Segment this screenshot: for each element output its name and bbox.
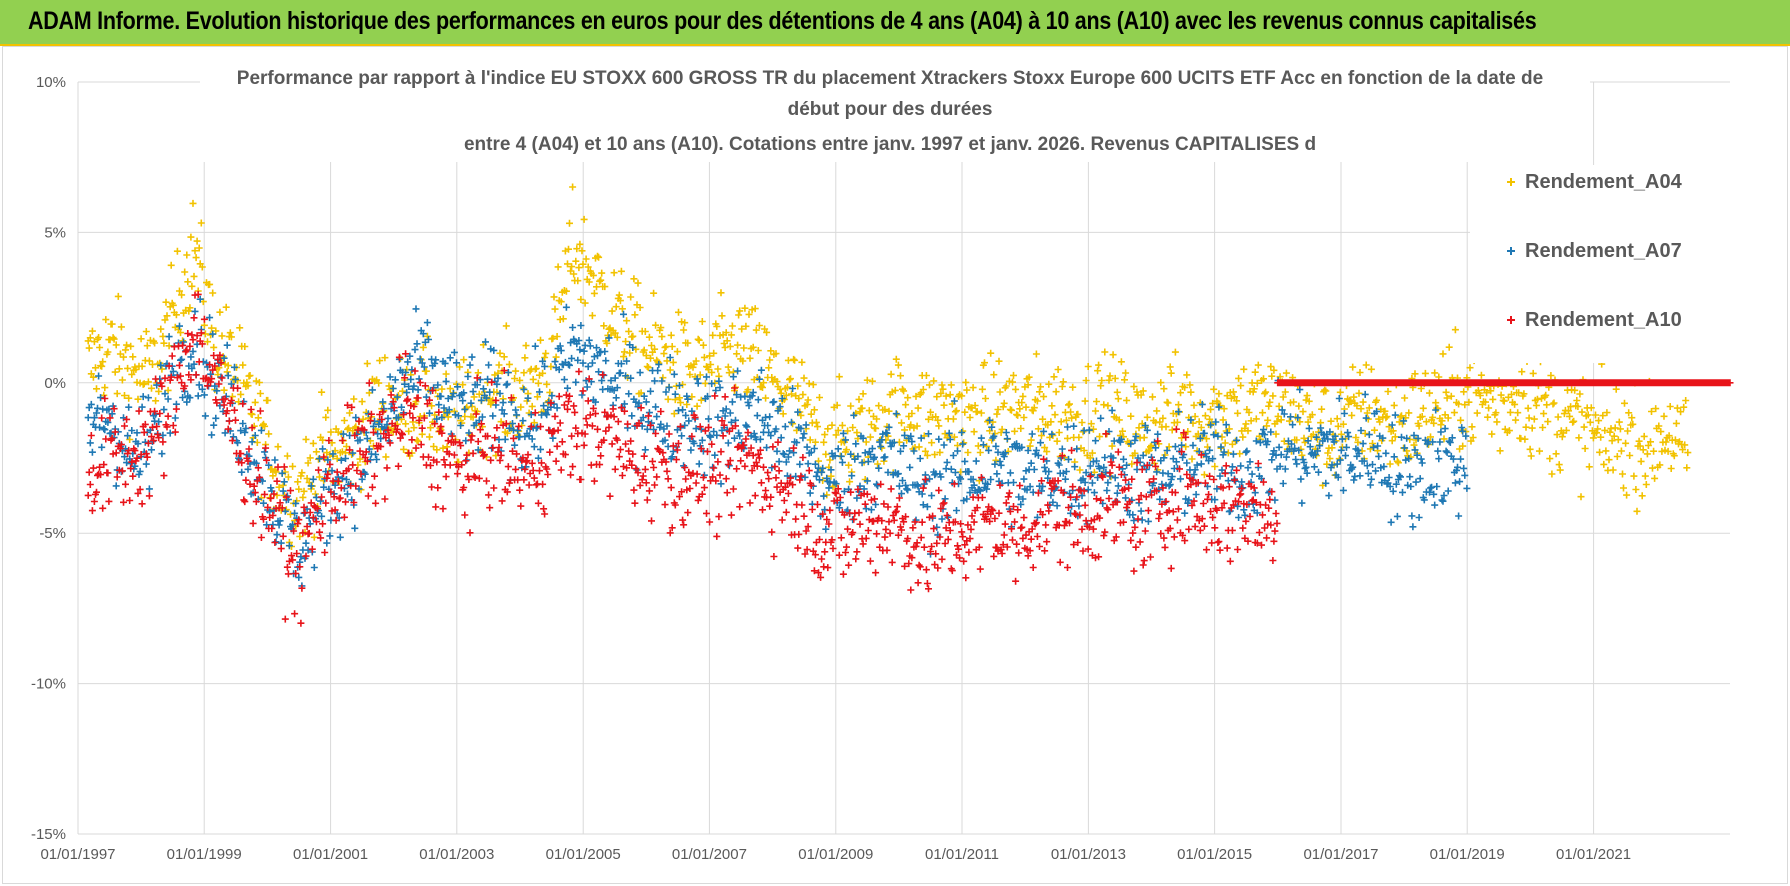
x-tick-label: 01/01/1999 xyxy=(167,846,242,863)
x-tick-label: 01/01/2011 xyxy=(925,846,999,863)
x-tick-label: 01/01/2003 xyxy=(419,846,494,863)
x-tick-label: 01/01/2007 xyxy=(672,846,747,863)
x-axis-ticks: 01/01/1997 01/01/1999 01/01/2001 01/01/2003… xyxy=(40,846,1631,863)
x-tick-label: 01/01/2001 xyxy=(293,846,368,863)
title-background xyxy=(200,62,1590,162)
x-tick-label: 01/01/1997 xyxy=(40,846,115,863)
y-tick-label: -15% xyxy=(31,826,66,843)
chart-title-line: Performance par rapport à l'indice EU ST… xyxy=(237,68,1543,89)
y-tick-label: 0% xyxy=(44,375,66,392)
legend-background xyxy=(1470,165,1730,363)
chart-title-line: début pour des durées xyxy=(788,99,993,120)
chart-title: Performance par rapport à l'indice EU ST… xyxy=(200,62,1590,162)
x-tick-label: 01/01/2009 xyxy=(798,846,873,863)
series-Rendement_A04 xyxy=(84,183,1692,550)
x-tick-label: 01/01/2019 xyxy=(1430,846,1505,863)
legend-label: Rendement_A04 xyxy=(1525,171,1683,193)
data-points xyxy=(84,183,1734,627)
y-tick-label: 10% xyxy=(36,74,66,91)
x-tick-label: 01/01/2013 xyxy=(1051,846,1126,863)
y-tick-label: 5% xyxy=(44,224,66,241)
x-tick-label: 01/01/2015 xyxy=(1177,846,1252,863)
x-tick-label: 01/01/2005 xyxy=(546,846,621,863)
report-title: ADAM Informe. Evolution historique des p… xyxy=(28,7,1537,35)
legend-label: Rendement_A07 xyxy=(1525,240,1682,262)
x-tick-label: 01/01/2021 xyxy=(1556,846,1631,863)
series-Rendement_A10 xyxy=(84,290,1734,627)
series-markers xyxy=(84,183,1692,550)
header-banner: ADAM Informe. Evolution historique des p… xyxy=(0,0,1790,46)
series-markers xyxy=(84,290,1734,627)
legend-marker xyxy=(1507,247,1515,255)
y-tick-label: -5% xyxy=(39,525,66,542)
x-tick-label: 01/01/2017 xyxy=(1303,846,1378,863)
chart-title-line: entre 4 (A04) et 10 ans (A10). Cotations… xyxy=(464,134,1316,155)
legend-marker xyxy=(1507,178,1515,186)
y-axis-ticks: 10% 5% 0% -5% -10% -15% xyxy=(31,74,66,843)
legend: Rendement_A04 Rendement_A07 Rendement_A10 xyxy=(1470,165,1730,363)
y-tick-label: -10% xyxy=(31,676,66,693)
legend-marker xyxy=(1507,316,1515,324)
legend-label: Rendement_A10 xyxy=(1525,309,1682,331)
